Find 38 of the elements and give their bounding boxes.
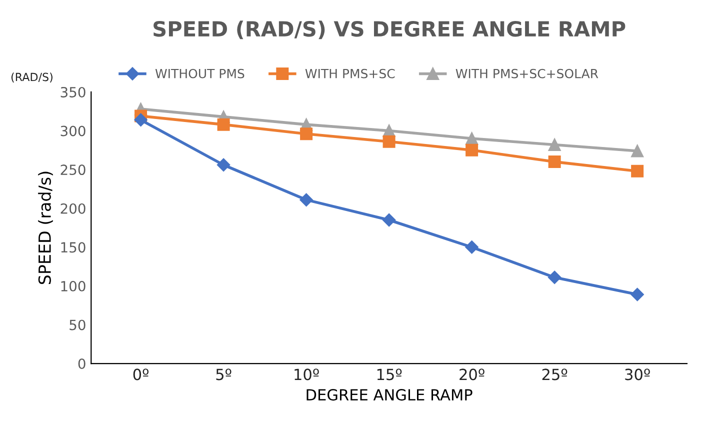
y-tick-label: 100 [61, 280, 86, 292]
x-axis-title: DEGREE ANGLE RAMP [306, 389, 472, 401]
legend-label: WITH PMS+SC+SOLAR [456, 68, 598, 78]
point [134, 113, 148, 126]
y-tick-label: 200 [60, 203, 86, 214]
y-tick-label: 0 [78, 358, 86, 370]
x-tick-label: 15º [377, 368, 402, 380]
text: (RAD/S) [11, 72, 52, 82]
y-axis-title: SPEED (rad/s) [38, 172, 53, 284]
legend-label: WITH PMS+SC [305, 68, 395, 78]
y-tick-label: 350 [60, 86, 86, 98]
point [548, 138, 561, 151]
point [382, 213, 396, 227]
y-tick-label: 300 [60, 126, 86, 136]
point [300, 193, 313, 206]
chart-title: SPEED (RAD/S) VS DEGREE ANGLE RAMP [154, 20, 626, 40]
point [631, 164, 644, 178]
x-tick-label: 10º [294, 368, 319, 380]
x-tick-label: 30º [625, 368, 650, 380]
y-tick-label: 250 [60, 164, 86, 176]
point [300, 128, 313, 140]
y-tick-label: 150 [61, 242, 86, 253]
point [548, 156, 561, 168]
point [631, 144, 644, 158]
x-tick-label: 20º [460, 368, 484, 380]
x-tick-label: 5º [216, 368, 232, 380]
legend-label: WITHOUT PMS [155, 68, 244, 78]
point [466, 144, 478, 156]
x-tick-label: 0º [133, 368, 149, 380]
y-tick-label: 50 [70, 320, 86, 330]
point [466, 132, 478, 145]
point [216, 158, 230, 172]
point [630, 288, 644, 302]
point [217, 118, 230, 131]
point [382, 135, 396, 148]
point [465, 240, 478, 254]
point [548, 270, 562, 284]
x-tick-label: 25º [542, 368, 568, 380]
